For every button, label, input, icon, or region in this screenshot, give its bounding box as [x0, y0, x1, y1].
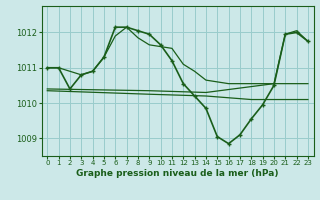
X-axis label: Graphe pression niveau de la mer (hPa): Graphe pression niveau de la mer (hPa) — [76, 169, 279, 178]
